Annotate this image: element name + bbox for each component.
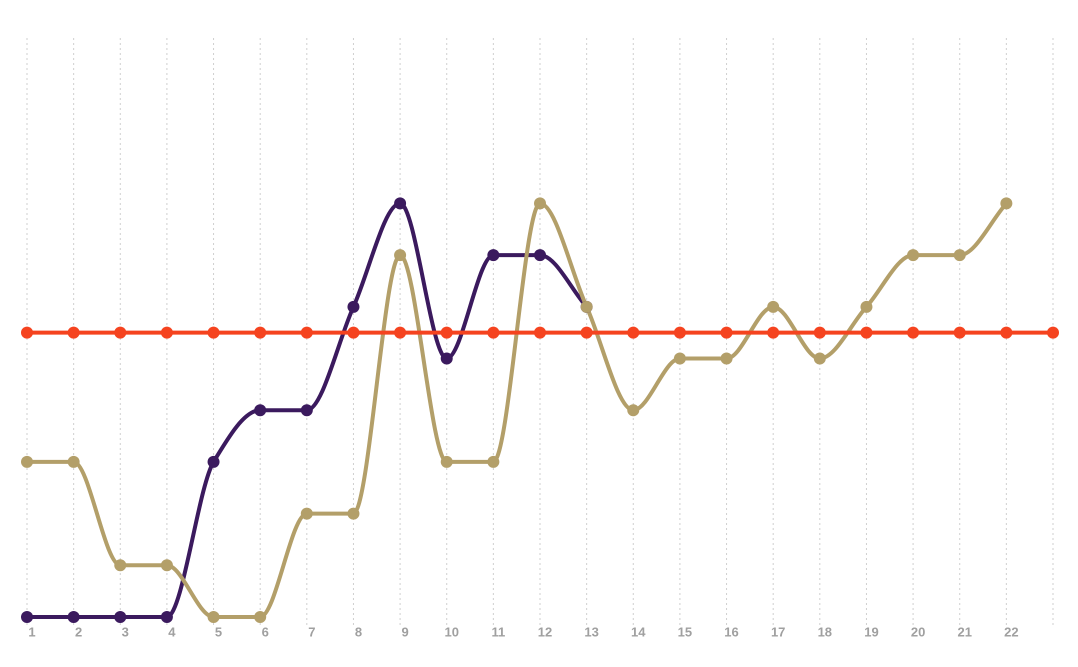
point — [207, 455, 220, 468]
point — [953, 249, 966, 262]
point — [1000, 326, 1013, 339]
point — [720, 326, 733, 339]
x-tick-label: 9 — [401, 624, 408, 639]
point — [907, 249, 920, 262]
point — [160, 559, 173, 572]
point — [487, 249, 500, 262]
point — [67, 611, 80, 623]
point — [627, 404, 640, 417]
point — [21, 326, 33, 339]
point — [534, 197, 546, 210]
point — [347, 326, 360, 339]
x-tick-label: 18 — [818, 624, 832, 639]
point — [254, 326, 267, 339]
point — [67, 326, 80, 339]
point — [1047, 326, 1059, 339]
point — [160, 326, 173, 339]
point — [207, 326, 220, 339]
point — [114, 559, 127, 572]
x-tick-label: 12 — [538, 624, 552, 639]
x-tick-label: 2 — [75, 624, 82, 639]
point — [114, 611, 127, 623]
series-line — [27, 201, 589, 619]
point — [160, 611, 173, 623]
point — [300, 326, 313, 339]
x-tick-label: 22 — [1004, 624, 1018, 639]
point — [907, 326, 920, 339]
x-tick-label: 6 — [262, 624, 269, 639]
point — [813, 352, 826, 365]
point — [953, 326, 966, 339]
series-line — [27, 201, 1008, 619]
point — [673, 326, 686, 339]
point — [394, 326, 407, 339]
point — [300, 507, 313, 520]
x-tick-label: 13 — [584, 624, 598, 639]
point — [580, 300, 593, 313]
point — [767, 326, 780, 339]
x-tick-label: 17 — [771, 624, 785, 639]
point — [580, 326, 593, 339]
x-tick-label: 21 — [957, 624, 971, 639]
x-tick-label: 8 — [355, 624, 362, 639]
point — [440, 326, 453, 339]
point — [627, 326, 640, 339]
x-tick-label: 20 — [911, 624, 925, 639]
x-tick-label: 7 — [308, 624, 315, 639]
x-tick-label: 15 — [678, 624, 692, 639]
point — [21, 455, 33, 468]
point — [21, 611, 33, 623]
point — [534, 249, 546, 262]
x-tick-label: 11 — [491, 624, 505, 639]
point — [720, 352, 733, 365]
x-tick-label: 1 — [28, 624, 35, 639]
point — [67, 455, 80, 468]
point — [767, 300, 780, 313]
point — [440, 455, 453, 468]
point — [673, 352, 686, 365]
point — [860, 300, 873, 313]
x-tick-label: 14 — [631, 624, 646, 639]
point — [813, 326, 826, 339]
x-tick-label: 3 — [122, 624, 129, 639]
point — [347, 507, 360, 520]
point — [114, 326, 127, 339]
x-tick-label: 4 — [168, 624, 176, 639]
point — [440, 352, 453, 365]
x-tick-label: 19 — [864, 624, 878, 639]
point — [254, 611, 267, 623]
point — [394, 249, 407, 262]
point — [347, 300, 360, 313]
x-tick-label: 5 — [215, 624, 222, 639]
x-tick-label: 10 — [444, 624, 458, 639]
point — [207, 611, 220, 623]
point — [254, 404, 267, 417]
point — [487, 455, 500, 468]
point — [1000, 197, 1013, 210]
point — [534, 326, 546, 339]
point — [487, 326, 500, 339]
point — [300, 404, 313, 417]
point — [394, 197, 407, 210]
point — [860, 326, 873, 339]
x-tick-label: 16 — [724, 624, 738, 639]
